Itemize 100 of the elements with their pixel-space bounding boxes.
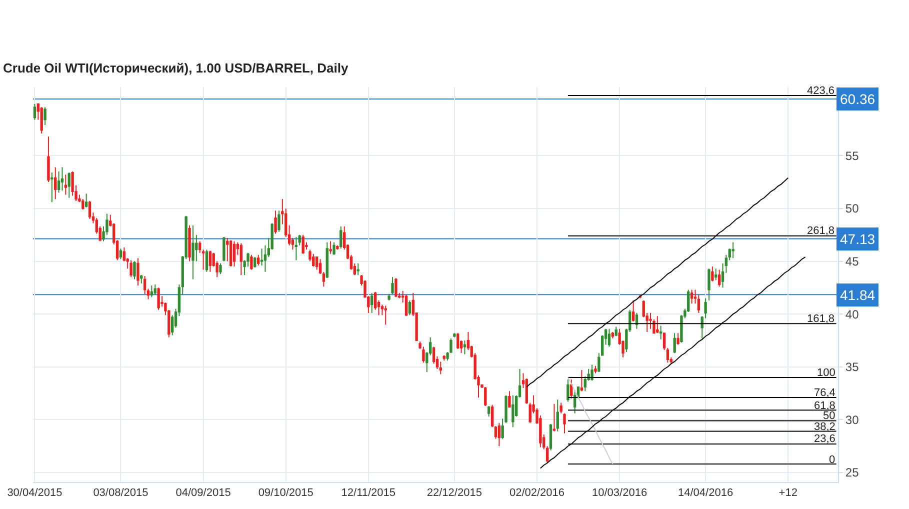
- series-label: 23,6: [814, 433, 836, 445]
- candlestick: [384, 305, 387, 326]
- candlestick: [205, 249, 208, 272]
- series-label: 100: [817, 367, 836, 379]
- candlestick: [222, 236, 226, 262]
- candlestick: [408, 300, 412, 316]
- candlestick: [484, 386, 487, 406]
- candlestick: [219, 262, 222, 274]
- ref-line-label: 60.36: [840, 91, 876, 107]
- x-tick-label: 30/04/2015: [7, 487, 62, 500]
- candlestick: [119, 248, 122, 260]
- ref-line-label: 41.84: [840, 287, 876, 303]
- candlestick: [590, 364, 594, 382]
- candlestick: [256, 254, 260, 266]
- candlestick: [340, 226, 342, 250]
- candlestick: [40, 106, 43, 134]
- candlestick: [566, 379, 570, 402]
- candlestick: [404, 294, 408, 317]
- candlestick: [54, 166, 57, 200]
- candlestick: [250, 254, 253, 270]
- candlestick: [512, 394, 514, 428]
- candlestick: [594, 365, 597, 374]
- candlestick: [632, 300, 635, 322]
- candlestick: [68, 172, 70, 198]
- candlestick: [140, 274, 143, 284]
- candlestick: [315, 256, 318, 270]
- candlestick: [329, 240, 332, 254]
- candlestick: [608, 328, 611, 348]
- candlestick: [302, 234, 304, 254]
- candlestick: [47, 136, 50, 183]
- candlestick: [278, 210, 280, 232]
- candlestick: [154, 284, 156, 296]
- candlestick: [240, 242, 242, 276]
- candlestick: [556, 399, 559, 432]
- candlestick: [573, 390, 576, 414]
- candlestick: [656, 316, 659, 334]
- candlestick: [635, 312, 638, 330]
- candlestick: [33, 103, 36, 120]
- x-tick-label: 10/03/2016: [592, 487, 648, 500]
- candlestick: [690, 289, 694, 304]
- candlestick: [332, 242, 336, 256]
- x-tick-label: 09/10/2015: [258, 487, 314, 500]
- candlestick: [192, 224, 194, 280]
- x-tick-label: 04/09/2015: [176, 487, 231, 500]
- candlestick: [708, 268, 710, 301]
- candlestick: [50, 172, 54, 203]
- candlestick: [676, 332, 680, 346]
- series-label: 38,2: [814, 421, 836, 433]
- candlestick: [336, 244, 339, 250]
- x-tick-label: 14/04/2016: [678, 487, 734, 500]
- candlestick: [659, 325, 662, 340]
- candlestick: [549, 423, 552, 451]
- candlestick: [718, 269, 721, 288]
- candlestick: [560, 402, 562, 414]
- candlestick: [391, 276, 394, 295]
- x-tick-label: 03/08/2015: [93, 487, 148, 500]
- candlestick: [229, 240, 232, 268]
- candlestick: [570, 379, 573, 400]
- candlestick: [649, 312, 652, 330]
- candlestick: [611, 332, 614, 339]
- candlestick: [356, 262, 360, 276]
- series-label: 423,6: [807, 85, 835, 97]
- x-tick-label: 22/12/2015: [426, 487, 482, 500]
- y-tick-label: 30: [845, 412, 860, 427]
- y-tick-label: 40: [845, 307, 860, 322]
- chart-title: Crude Oil WTI(Исторический), 1.00 USD/BARREL, Daily: [3, 60, 349, 76]
- candlestick: [563, 412, 566, 434]
- candlestick: [508, 390, 511, 408]
- candlestick: [388, 294, 390, 301]
- candlestick: [157, 287, 160, 310]
- y-tick-label: 35: [845, 360, 860, 374]
- candlestick: [673, 332, 676, 354]
- candlestick: [711, 266, 714, 282]
- candlestick: [130, 260, 132, 278]
- candlestick: [64, 174, 68, 196]
- candlestick: [498, 422, 500, 447]
- line-series: [567, 376, 614, 465]
- candlestick: [370, 292, 374, 314]
- candlestick: [274, 210, 277, 234]
- candlestick: [88, 200, 92, 220]
- candlestick: [60, 166, 64, 191]
- x-tick-label: 02/02/2016: [509, 487, 565, 500]
- candlestick: [312, 253, 315, 268]
- series-label: 76,4: [814, 387, 836, 399]
- series-label: 0: [829, 454, 836, 466]
- candlestick: [714, 268, 718, 281]
- candlestick: [456, 332, 460, 350]
- candlestick: [232, 240, 236, 268]
- candlestick: [82, 198, 84, 210]
- candlestick: [57, 170, 60, 194]
- x-tick-label: 12/11/2015: [341, 487, 396, 500]
- candlestick: [294, 236, 298, 261]
- candlestick: [732, 242, 734, 259]
- candlestick: [453, 332, 456, 338]
- candlestick: [487, 405, 490, 418]
- candlestick: [580, 370, 584, 392]
- candlestick: [188, 224, 191, 262]
- y-tick-label: 50: [845, 202, 860, 216]
- candlestick: [552, 403, 556, 432]
- candlestick: [133, 260, 136, 280]
